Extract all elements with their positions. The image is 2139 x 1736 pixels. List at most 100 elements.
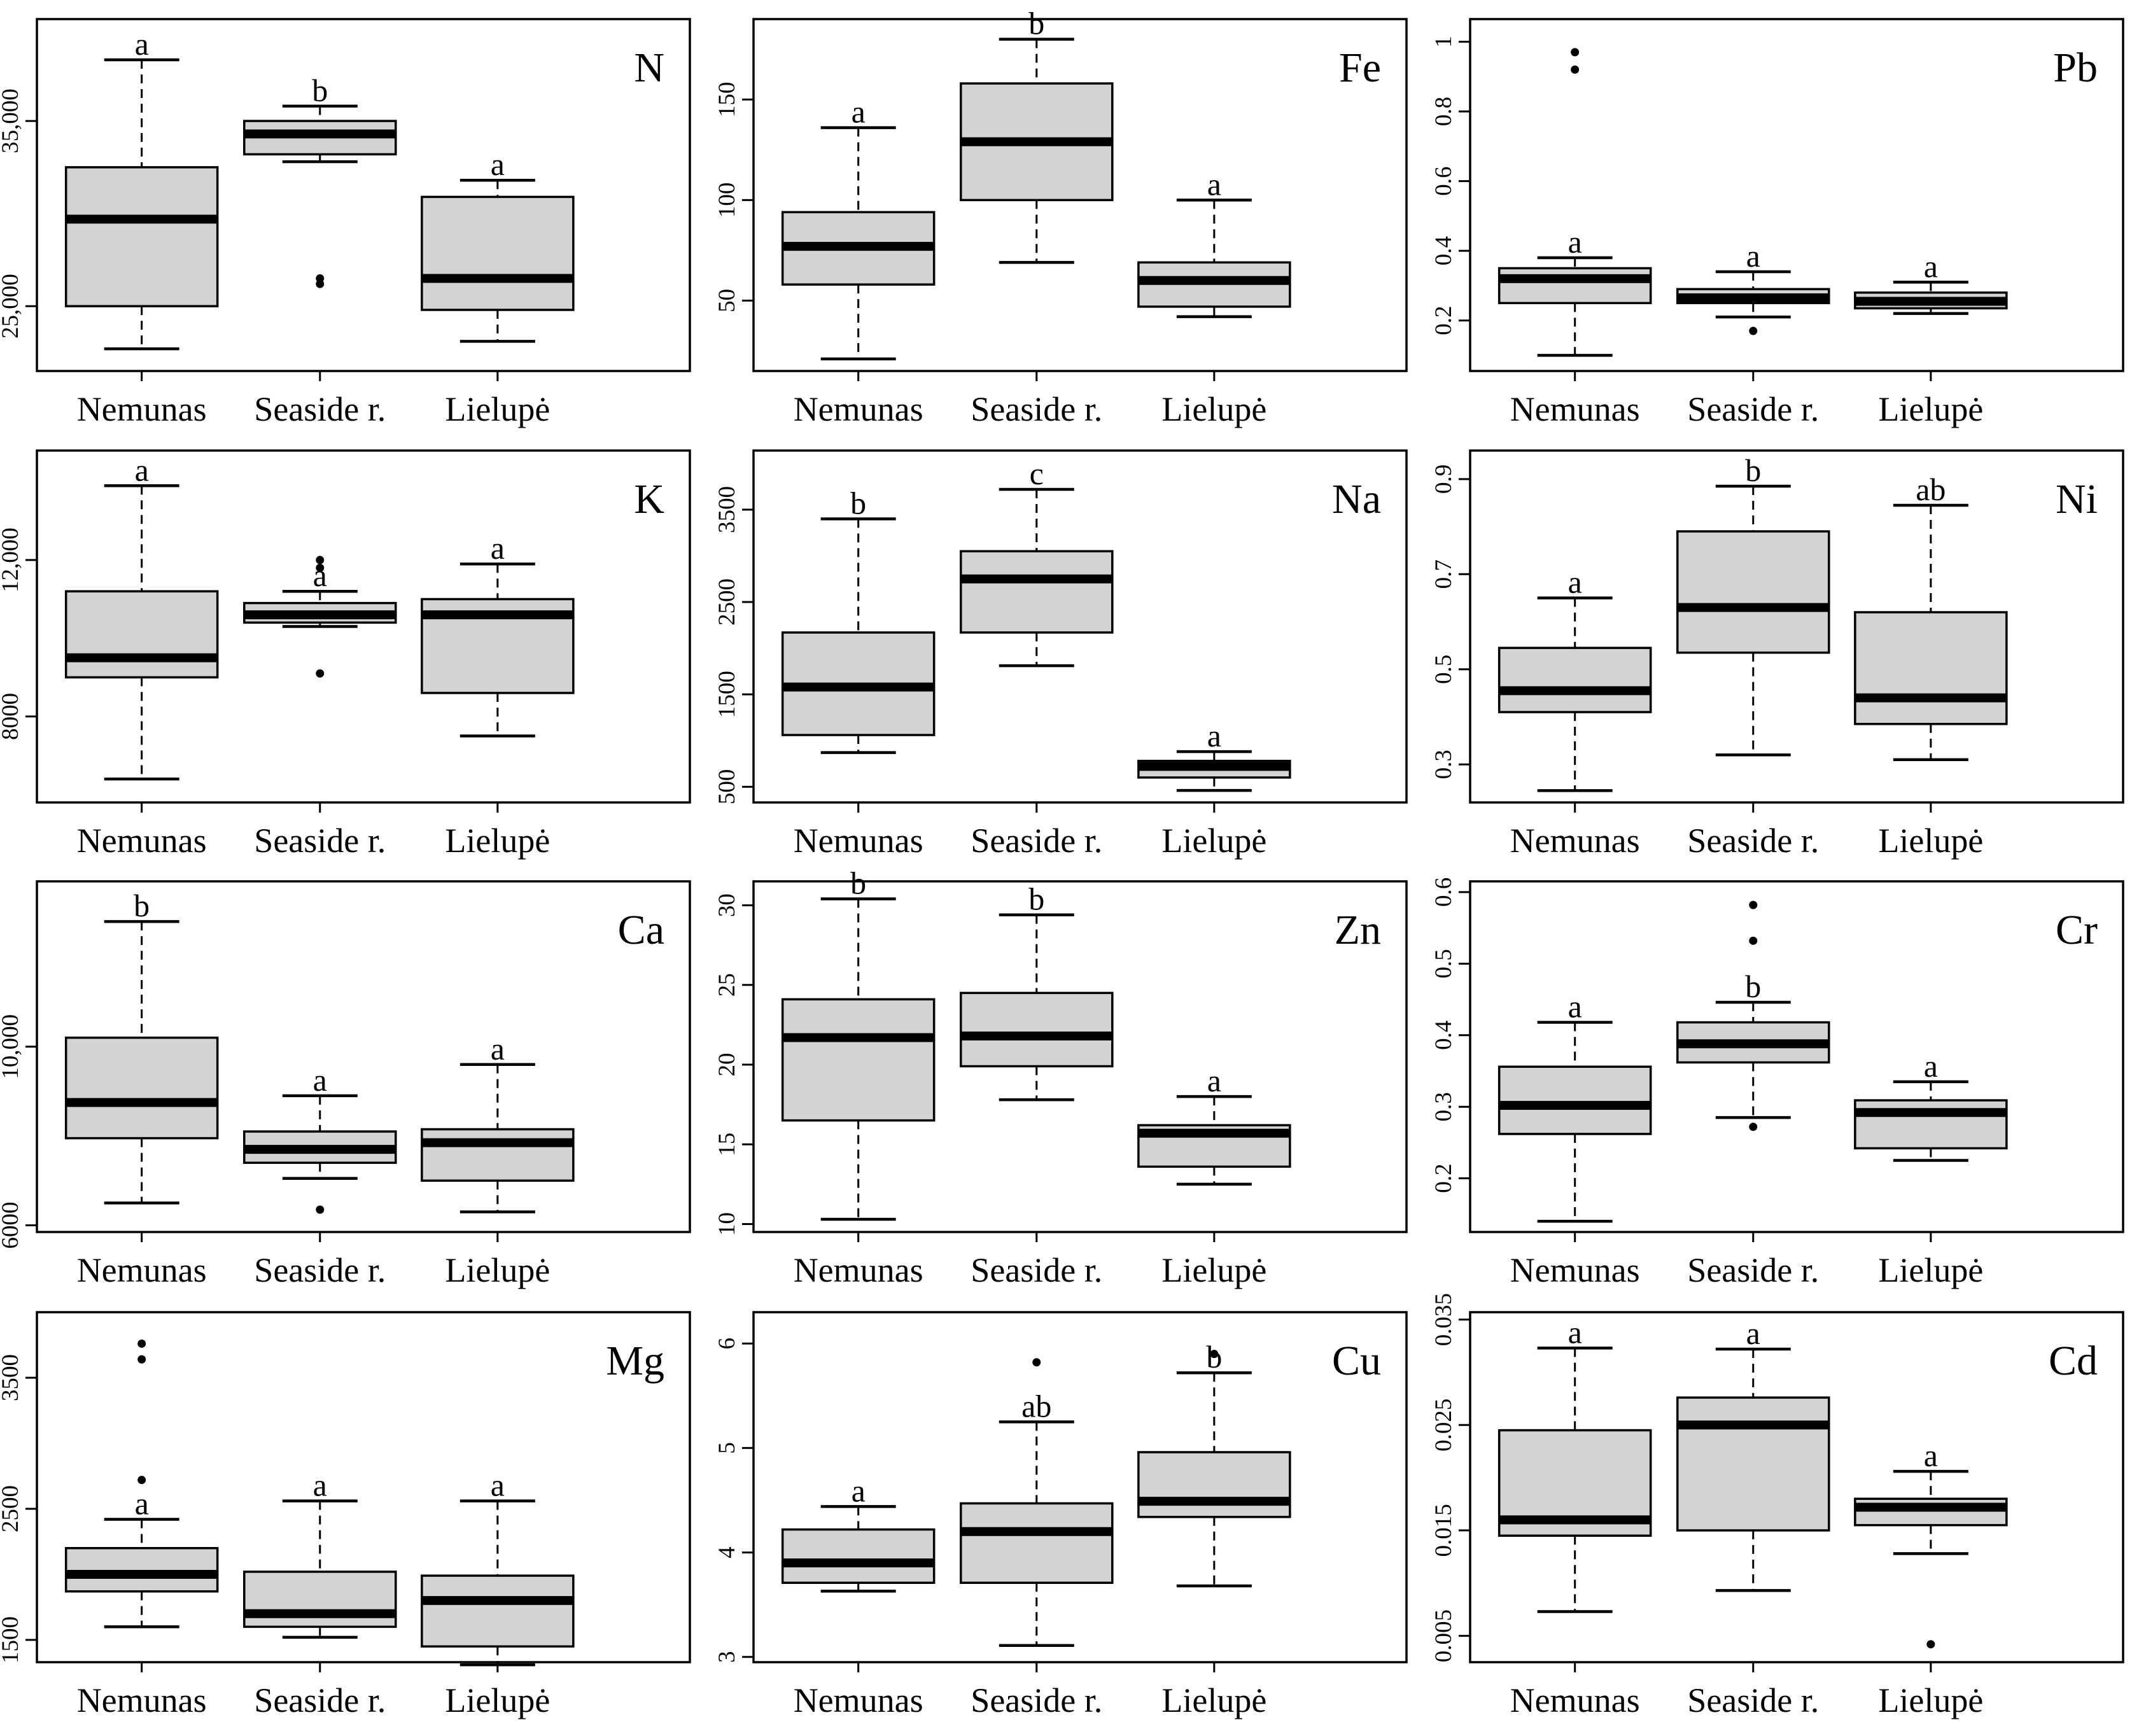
- panel-title: Zn: [1335, 907, 1381, 953]
- category-label-nemunas: Nemunas: [1510, 1251, 1640, 1289]
- category-label-seaside-r: Seaside r.: [971, 822, 1102, 860]
- significance-letter: a: [1207, 718, 1221, 753]
- category-label-nemunas: Nemunas: [1510, 390, 1640, 428]
- panel-ca: 6000 10,000 Nemunas Seaside r. Lielupė b a a Ca: [0, 880, 691, 1289]
- box-lielupe: a: [1854, 1438, 2008, 1649]
- significance-letter: a: [1746, 1315, 1760, 1351]
- y-tick-label: 0.005: [1431, 1609, 1457, 1662]
- box-lielupe: a: [421, 1467, 575, 1667]
- panel-cr: 0.2 0.3 0.4 0.5 0.6 Nemunas Seaside r. Lielupė a…: [1431, 878, 2124, 1289]
- category-label-seaside-r: Seaside r.: [254, 822, 386, 860]
- outlier-point: [316, 563, 325, 572]
- y-tick-label: 1500: [0, 1616, 24, 1663]
- y-tick-label: 35,000: [0, 88, 24, 153]
- box-seaside-r: b: [1676, 900, 1830, 1131]
- iqr-box: [1137, 1451, 1291, 1518]
- significance-letter: ab: [1916, 472, 1946, 507]
- panel-title: Na: [1332, 476, 1381, 522]
- significance-letter: b: [1028, 6, 1044, 41]
- panel-title: Fe: [1339, 45, 1381, 91]
- y-tick-label: 6000: [0, 1201, 24, 1249]
- outlier-point: [1749, 936, 1758, 945]
- box-lielupe: a: [1854, 1048, 2008, 1162]
- box-seaside-r: a: [243, 1467, 397, 1639]
- box-lielupe: a: [421, 530, 575, 738]
- category-label-lielupe: Lielupė: [1161, 390, 1266, 428]
- y-tick-label: 100: [714, 183, 740, 218]
- panel-title: K: [634, 476, 664, 522]
- outlier-point: [137, 1339, 146, 1348]
- outlier-point: [1210, 1350, 1219, 1359]
- y-tick-label: 0.4: [1431, 236, 1457, 265]
- iqr-box: [1854, 611, 2008, 725]
- iqr-box: [1676, 1396, 1830, 1532]
- box-lielupe: ab: [1854, 472, 2008, 761]
- category-label-seaside-r: Seaside r.: [254, 1681, 386, 1719]
- box-nemunas: a: [64, 26, 219, 351]
- significance-letter: a: [1568, 1314, 1582, 1350]
- y-tick-label: 3500: [714, 486, 740, 533]
- box-seaside-r: c: [960, 456, 1114, 668]
- y-tick-label: 5: [714, 1442, 740, 1454]
- iqr-box: [1497, 267, 1652, 304]
- box-nemunas: a: [1497, 1314, 1652, 1613]
- panel-title: Cu: [1332, 1338, 1381, 1384]
- box-seaside-r: a: [1676, 238, 1830, 335]
- y-tick-label: 20: [714, 1053, 740, 1077]
- panel-cu: 3 4 5 6 Nemunas Seaside r. Lielupė a ab b Cu: [714, 1311, 1408, 1719]
- category-label-lielupe: Lielupė: [445, 390, 550, 428]
- outlier-point: [1032, 1358, 1041, 1367]
- panel-cd: 0.005 0.015 0.025 0.035 Nemunas Seaside r. Lie…: [1431, 1293, 2124, 1719]
- significance-letter: b: [1206, 1339, 1222, 1375]
- plot-frame: [1469, 18, 2124, 372]
- category-label-seaside-r: Seaside r.: [1687, 1251, 1819, 1289]
- significance-letter: a: [1207, 166, 1221, 202]
- category-label-lielupe: Lielupė: [1878, 390, 1983, 428]
- significance-letter: a: [1207, 1063, 1221, 1098]
- box-nemunas: a: [1497, 564, 1652, 792]
- y-tick-label: 12,000: [0, 528, 24, 592]
- category-label-lielupe: Lielupė: [1878, 1251, 1983, 1289]
- box-nemunas: a: [64, 1339, 219, 1628]
- iqr-box: [421, 1128, 575, 1182]
- iqr-box: [1854, 1099, 2008, 1150]
- y-tick-label: 15: [714, 1133, 740, 1156]
- box-nemunas: a: [64, 452, 219, 781]
- plot-frame: [1469, 1311, 2124, 1663]
- significance-letter: c: [1030, 456, 1044, 491]
- category-label-seaside-r: Seaside r.: [971, 1681, 1102, 1719]
- outlier-point: [316, 1205, 325, 1214]
- panel-title: Cr: [2056, 907, 2098, 953]
- iqr-box: [64, 590, 219, 679]
- panel-title: Cd: [2049, 1338, 2098, 1384]
- outlier-point: [1926, 1640, 1935, 1649]
- box-seaside-r: b: [1676, 452, 1830, 757]
- iqr-box: [1497, 1065, 1652, 1135]
- y-tick-label: 0.8: [1431, 97, 1457, 126]
- box-nemunas: a: [1497, 989, 1652, 1223]
- panel-title: Mg: [606, 1338, 664, 1384]
- outlier-point: [137, 1355, 146, 1364]
- y-tick-label: 30: [714, 893, 740, 917]
- category-label-nemunas: Nemunas: [77, 822, 207, 860]
- y-tick-label: 0.7: [1431, 559, 1457, 589]
- panel-mg: 1500 2500 3500 Nemunas Seaside r. Lielupė a a a M…: [0, 1311, 691, 1719]
- panel-fe: 50 100 150 Nemunas Seaside r. Lielupė a b a Fe: [714, 6, 1408, 428]
- category-label-seaside-r: Seaside r.: [1687, 390, 1819, 428]
- plot-frame: [36, 18, 691, 372]
- significance-letter: a: [1924, 248, 1938, 284]
- category-label-seaside-r: Seaside r.: [971, 1251, 1102, 1289]
- panel-title: N: [634, 45, 664, 91]
- significance-letter: a: [313, 557, 327, 593]
- box-seaside-r: b: [960, 881, 1114, 1102]
- plot-frame: [752, 449, 1408, 804]
- plot-frame: [36, 449, 691, 804]
- box-seaside-r: b: [960, 6, 1114, 264]
- y-tick-label: 0.035: [1431, 1293, 1457, 1346]
- box-seaside-r: a: [243, 1062, 397, 1214]
- box-seaside-r: ab: [960, 1358, 1114, 1647]
- category-label-nemunas: Nemunas: [77, 1681, 207, 1719]
- iqr-box: [960, 550, 1114, 634]
- category-label-seaside-r: Seaside r.: [254, 390, 386, 428]
